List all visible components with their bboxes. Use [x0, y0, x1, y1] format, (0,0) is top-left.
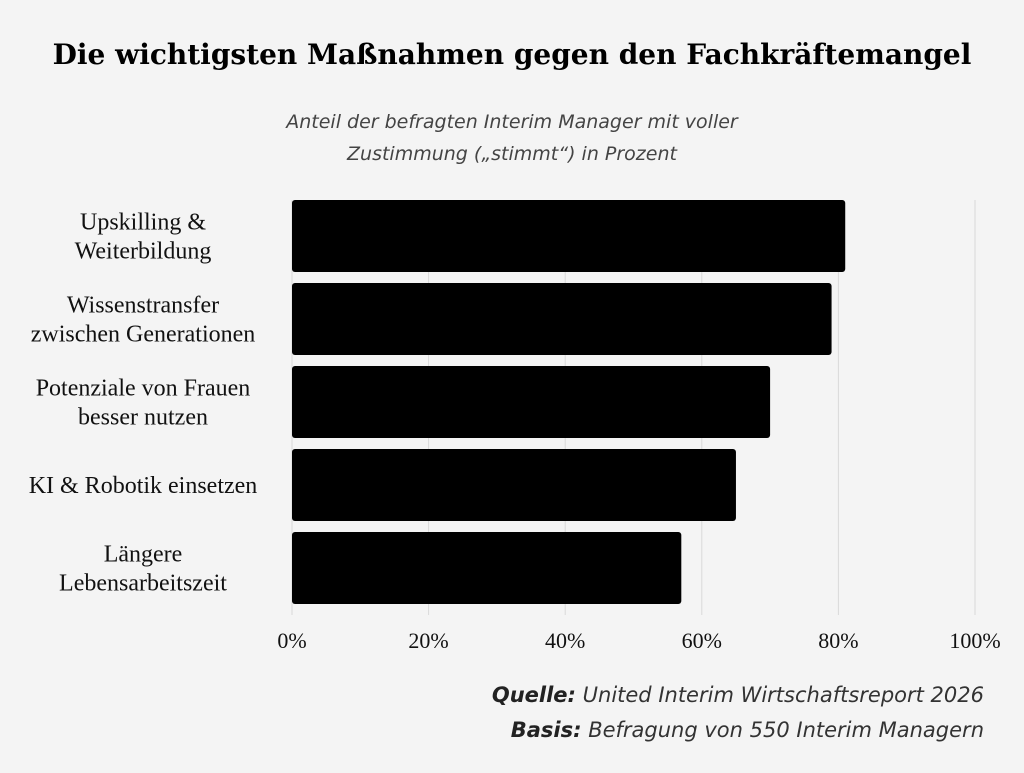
category-label-line: Weiterbildung [75, 239, 212, 265]
category-label-line: KI & Robotik einsetzen [29, 473, 258, 499]
x-tick-label: 40% [545, 628, 585, 653]
subtitle-line-2: Zustimmung („stimmt“) in Prozent [347, 143, 677, 165]
category-label-line: Lebensarbeitszeit [59, 571, 227, 597]
category-label-line: Wissenstransfer [67, 293, 219, 319]
category-label: KI & Robotik einsetzen [29, 473, 258, 499]
bar [292, 200, 846, 272]
chart-subtitle: Anteil der befragten Interim Manager mit… [212, 106, 812, 170]
category-label-line: zwischen Generationen [31, 322, 256, 348]
category-label-line: besser nutzen [78, 405, 208, 431]
chart-title: Die wichtigsten Maßnahmen gegen den Fach… [52, 38, 972, 71]
source-label: Quelle: [491, 683, 576, 707]
basis-label: Basis: [510, 718, 582, 742]
x-tick-label: 0% [277, 628, 306, 653]
category-label-line: Längere [104, 542, 183, 568]
category-label-line: Potenziale von Frauen [36, 376, 251, 402]
x-tick-label: 80% [818, 628, 858, 653]
source-text: United Interim Wirtschaftsreport 2026 [582, 683, 984, 707]
category-label: Wissenstransfer zwischen Generationen [31, 293, 256, 348]
bar [292, 532, 682, 604]
x-tick-label: 100% [949, 628, 1000, 653]
source-note: Quelle: United Interim Wirtschaftsreport… [284, 683, 984, 707]
subtitle-line-1: Anteil der befragten Interim Manager mit… [286, 111, 738, 133]
x-tick-label: 60% [682, 628, 722, 653]
category-label: Upskilling & Weiterbildung [75, 210, 212, 265]
category-label: Potenziale von Frauen besser nutzen [36, 376, 251, 431]
category-label: Längere Lebensarbeitszeit [59, 542, 227, 597]
bar [292, 449, 736, 521]
bar [292, 366, 771, 438]
basis-note: Basis: Befragung von 550 Interim Manager… [284, 718, 984, 742]
basis-text: Befragung von 550 Interim Managern [588, 718, 984, 742]
bar [292, 283, 832, 355]
x-tick-label: 20% [408, 628, 448, 653]
category-label-line: Upskilling & [80, 210, 206, 236]
